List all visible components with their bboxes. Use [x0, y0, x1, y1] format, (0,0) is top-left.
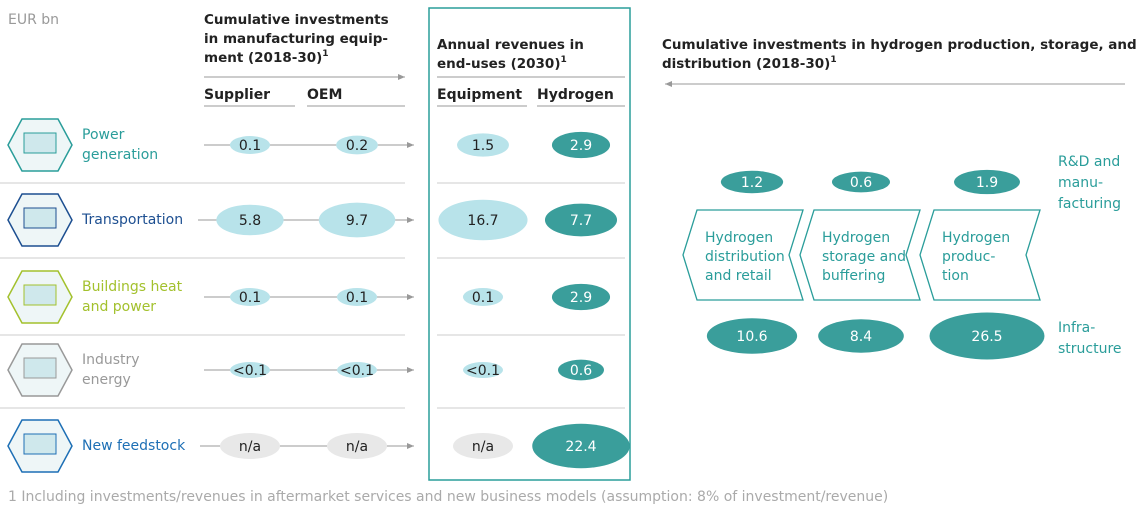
value-label: 8.4: [850, 329, 872, 345]
value-label: 10.6: [736, 329, 767, 345]
value-label: 1.2: [741, 175, 763, 191]
side-label: Infra-: [1058, 320, 1095, 336]
header-line: Cumulative investments in hydrogen produ…: [662, 37, 1137, 53]
value-label: <0.1: [233, 363, 267, 379]
row-icon-detail: [24, 434, 56, 454]
column-header: Equipment: [437, 87, 522, 103]
header-line: Annual revenues in: [437, 37, 584, 53]
column-header: Supplier: [204, 87, 270, 103]
header-line: distribution (2018-30)1: [662, 55, 837, 73]
row-label: Transportation: [81, 212, 183, 228]
footnote-mark: 1: [322, 49, 328, 59]
value-label: 16.7: [467, 213, 498, 229]
row-label: and power: [82, 299, 156, 315]
stage-label: and retail: [705, 268, 772, 284]
highlight-box: [429, 8, 630, 480]
header-line: ment (2018-30)1: [204, 49, 329, 67]
stage-label: Hydrogen: [822, 230, 890, 246]
value-label: 1.9: [976, 175, 998, 191]
value-label: 7.7: [570, 213, 592, 229]
value-label: 0.6: [570, 363, 592, 379]
value-label: 26.5: [971, 329, 1002, 345]
side-label: structure: [1058, 341, 1122, 357]
header-line: Cumulative investments: [204, 12, 389, 28]
value-label: 0.1: [239, 138, 261, 154]
value-label: 1.5: [472, 138, 494, 154]
row-label: Industry: [82, 352, 140, 368]
row-label: generation: [82, 147, 158, 163]
value-label: n/a: [239, 439, 261, 455]
stage-label: produc-: [942, 249, 995, 265]
unit-label: EUR bn: [8, 12, 59, 28]
value-label: 0.1: [472, 290, 494, 306]
value-label: 2.9: [570, 138, 592, 154]
value-label: <0.1: [466, 363, 500, 379]
value-label: n/a: [346, 439, 368, 455]
stage-label: storage and: [822, 249, 906, 265]
row-icon-detail: [24, 208, 56, 228]
value-label: 5.8: [239, 213, 261, 229]
row-label: Power: [82, 127, 125, 143]
stage-label: Hydrogen: [705, 230, 773, 246]
value-label: <0.1: [340, 363, 374, 379]
header-line: end-uses (2030)1: [437, 55, 567, 73]
column-header: Hydrogen: [537, 87, 614, 103]
row-icon-detail: [24, 133, 56, 153]
side-label: facturing: [1058, 196, 1121, 212]
stage-label: Hydrogen: [942, 230, 1010, 246]
infographic: EUR bn 1 Including investments/revenues …: [0, 0, 1143, 507]
value-label: 0.6: [850, 175, 872, 191]
value-label: 22.4: [565, 439, 596, 455]
value-label: n/a: [472, 439, 494, 455]
footnote-mark: 1: [560, 55, 566, 65]
side-label: R&D and: [1058, 154, 1120, 170]
stage-label: tion: [942, 268, 969, 284]
row-icon-detail: [24, 358, 56, 378]
header-line: in manufacturing equip-: [204, 31, 388, 47]
row-label: energy: [82, 372, 131, 388]
value-label: 0.1: [346, 290, 368, 306]
value-label: 2.9: [570, 290, 592, 306]
row-icon-detail: [24, 285, 56, 305]
footnote: 1 Including investments/revenues in afte…: [8, 489, 888, 505]
stage-label: distribution: [705, 249, 785, 265]
row-label: Buildings heat: [82, 279, 183, 295]
row-label: New feedstock: [82, 438, 186, 454]
stage-label: buffering: [822, 268, 885, 284]
column-header: OEM: [307, 87, 342, 103]
value-label: 0.1: [239, 290, 261, 306]
footnote-mark: 1: [830, 55, 836, 65]
value-label: 9.7: [346, 213, 368, 229]
value-label: 0.2: [346, 138, 368, 154]
side-label: manu-: [1058, 175, 1103, 191]
